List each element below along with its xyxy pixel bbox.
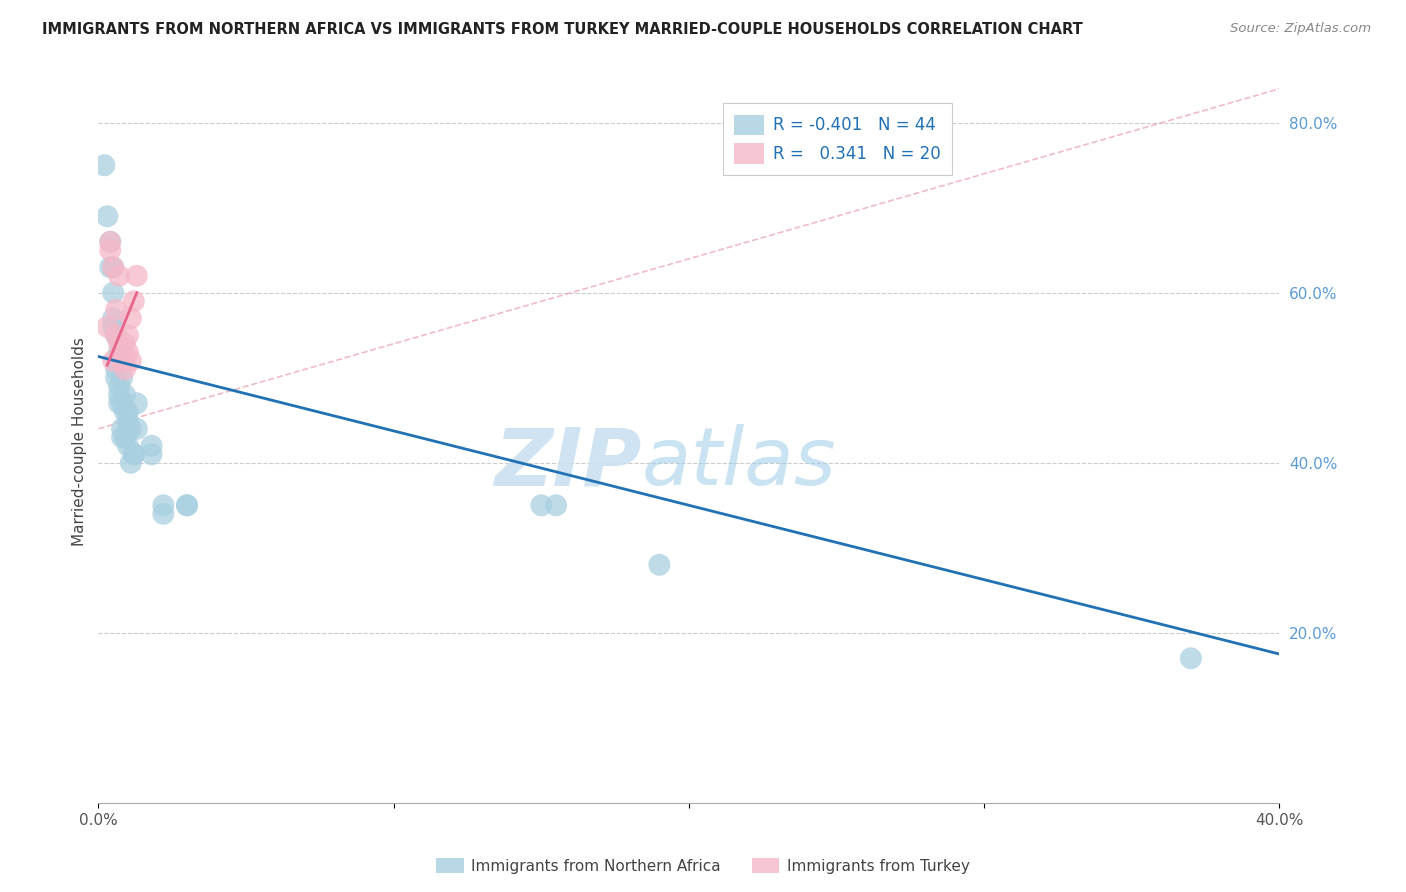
Immigrants from Northern Africa	[93, 158, 115, 172]
Immigrants from Northern Africa	[546, 498, 568, 512]
Immigrants from Northern Africa	[117, 405, 139, 419]
Immigrants from Northern Africa	[111, 422, 134, 436]
Immigrants from Northern Africa	[1180, 651, 1202, 665]
Immigrants from Northern Africa	[111, 396, 134, 410]
Legend: Immigrants from Northern Africa, Immigrants from Turkey: Immigrants from Northern Africa, Immigra…	[430, 852, 976, 880]
Immigrants from Northern Africa	[114, 430, 136, 444]
Immigrants from Northern Africa	[141, 447, 163, 461]
Immigrants from Northern Africa	[108, 396, 131, 410]
Immigrants from Northern Africa	[114, 388, 136, 402]
Immigrants from Northern Africa	[98, 260, 121, 275]
Immigrants from Northern Africa	[111, 371, 134, 385]
Y-axis label: Married-couple Households: Married-couple Households	[72, 337, 87, 546]
Immigrants from Northern Africa	[122, 447, 145, 461]
Immigrants from Turkey	[122, 294, 145, 309]
Immigrants from Northern Africa	[152, 507, 174, 521]
Immigrants from Northern Africa	[105, 353, 128, 368]
Immigrants from Northern Africa	[152, 498, 174, 512]
Immigrants from Turkey	[120, 353, 142, 368]
Text: atlas: atlas	[641, 425, 837, 502]
Immigrants from Northern Africa	[103, 285, 125, 300]
Immigrants from Northern Africa	[648, 558, 671, 572]
Immigrants from Northern Africa	[108, 379, 131, 393]
Immigrants from Turkey	[108, 336, 131, 351]
Immigrants from Turkey	[108, 268, 131, 283]
Text: ZIP: ZIP	[495, 425, 641, 502]
Legend: R = -0.401   N = 44, R =   0.341   N = 20: R = -0.401 N = 44, R = 0.341 N = 20	[723, 103, 952, 176]
Immigrants from Northern Africa	[103, 319, 125, 334]
Immigrants from Turkey	[103, 260, 125, 275]
Immigrants from Northern Africa	[108, 345, 131, 359]
Immigrants from Northern Africa	[103, 260, 125, 275]
Immigrants from Northern Africa	[103, 311, 125, 326]
Immigrants from Northern Africa	[105, 328, 128, 343]
Immigrants from Turkey	[111, 345, 134, 359]
Immigrants from Northern Africa	[120, 456, 142, 470]
Immigrants from Northern Africa	[111, 430, 134, 444]
Immigrants from Turkey	[114, 353, 136, 368]
Immigrants from Turkey	[103, 353, 125, 368]
Immigrants from Northern Africa	[98, 235, 121, 249]
Immigrants from Turkey	[105, 302, 128, 317]
Immigrants from Northern Africa	[105, 362, 128, 376]
Immigrants from Northern Africa	[114, 430, 136, 444]
Immigrants from Turkey	[105, 328, 128, 343]
Immigrants from Turkey	[117, 328, 139, 343]
Immigrants from Northern Africa	[141, 439, 163, 453]
Immigrants from Turkey	[98, 244, 121, 258]
Immigrants from Northern Africa	[176, 498, 198, 512]
Immigrants from Turkey	[111, 353, 134, 368]
Immigrants from Northern Africa	[176, 498, 198, 512]
Immigrants from Turkey	[96, 319, 118, 334]
Immigrants from Northern Africa	[96, 209, 118, 223]
Immigrants from Northern Africa	[114, 405, 136, 419]
Immigrants from Turkey	[114, 362, 136, 376]
Text: Source: ZipAtlas.com: Source: ZipAtlas.com	[1230, 22, 1371, 36]
Immigrants from Turkey	[117, 345, 139, 359]
Immigrants from Turkey	[114, 336, 136, 351]
Immigrants from Northern Africa	[122, 447, 145, 461]
Immigrants from Northern Africa	[117, 439, 139, 453]
Immigrants from Northern Africa	[530, 498, 553, 512]
Immigrants from Northern Africa	[120, 422, 142, 436]
Immigrants from Northern Africa	[125, 422, 148, 436]
Immigrants from Northern Africa	[105, 371, 128, 385]
Immigrants from Turkey	[125, 268, 148, 283]
Immigrants from Northern Africa	[108, 388, 131, 402]
Immigrants from Northern Africa	[117, 413, 139, 427]
Immigrants from Northern Africa	[125, 396, 148, 410]
Immigrants from Northern Africa	[117, 422, 139, 436]
Immigrants from Turkey	[98, 235, 121, 249]
Immigrants from Turkey	[120, 311, 142, 326]
Text: IMMIGRANTS FROM NORTHERN AFRICA VS IMMIGRANTS FROM TURKEY MARRIED-COUPLE HOUSEHO: IMMIGRANTS FROM NORTHERN AFRICA VS IMMIG…	[42, 22, 1083, 37]
